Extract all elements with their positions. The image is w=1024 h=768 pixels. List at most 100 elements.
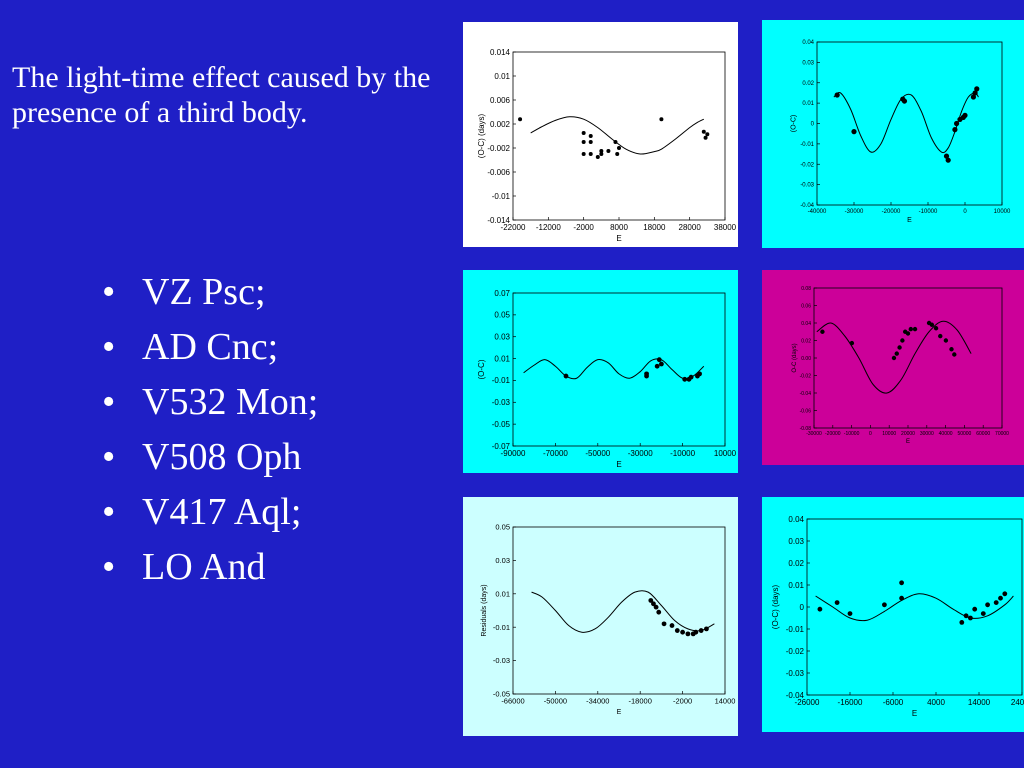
fit-curve — [833, 92, 979, 154]
data-point — [644, 371, 649, 377]
y-tick-label: -0.03 — [786, 669, 805, 678]
data-point — [985, 602, 990, 608]
star-name: V417 Aql; — [142, 491, 302, 533]
y-tick-label: -0.01 — [800, 142, 814, 148]
fit-curve — [523, 358, 705, 380]
x-tick-label: 14000 — [715, 697, 736, 706]
panel-background — [762, 270, 1024, 465]
data-point — [588, 134, 593, 138]
data-point — [588, 140, 593, 144]
data-point — [599, 149, 604, 153]
chart-svg: 0.05 0.03 0.01 -0.01 -0.03 -0.05-66000 -50000 -… — [463, 497, 738, 736]
y-tick-label: 0.08 — [801, 286, 811, 292]
x-tick-label: 10000 — [882, 431, 896, 437]
y-tick-label: -0.02 — [786, 647, 805, 656]
y-tick-label: -0.03 — [493, 656, 510, 665]
list-item: • V417 Aql; — [102, 485, 318, 540]
y-tick-label: -0.07 — [492, 442, 511, 451]
x-tick-label: 38000 — [714, 223, 737, 232]
x-tick-label: 4000 — [927, 698, 945, 707]
y-tick-label: 0.006 — [490, 96, 511, 105]
data-point — [661, 621, 667, 627]
x-axis-label: E — [907, 217, 912, 224]
plot-frame — [512, 292, 726, 447]
star-name: AD Cnc; — [142, 326, 279, 368]
data-point — [704, 626, 709, 632]
data-point — [972, 90, 978, 96]
data-point — [701, 129, 706, 134]
chart-panel-vz-psc: 0.014 0.01 0.006 0.002 -0.002 -0.006 -0.01 -0.0… — [463, 22, 738, 247]
data-point — [963, 613, 969, 619]
y-tick-label: -0.02 — [800, 162, 814, 168]
data-point — [974, 86, 980, 92]
y-tick-label: 0.03 — [494, 333, 510, 342]
x-tick-label: -40000 — [808, 209, 827, 215]
data-point — [615, 152, 620, 156]
x-tick-label: -90000 — [501, 449, 526, 458]
x-axis-label: E — [616, 460, 621, 469]
x-tick-label: -16000 — [838, 698, 863, 707]
y-tick-label: 0 — [800, 603, 805, 612]
data-point — [998, 595, 1003, 601]
bullet-icon: • — [102, 326, 116, 368]
data-point — [518, 117, 523, 122]
data-point — [613, 140, 618, 144]
chart-svg: 0.04 0.03 0.02 0.01 0 -0.01 -0.02 -0.03 -0.04-40… — [762, 20, 1024, 248]
data-point — [851, 129, 857, 135]
x-tick-label: 28000 — [679, 223, 702, 232]
x-tick-label: 24000 — [1011, 698, 1024, 707]
bullet-icon: • — [102, 271, 116, 313]
y-tick-label: -0.04 — [800, 203, 814, 209]
data-point — [588, 152, 593, 156]
data-point — [693, 629, 699, 635]
chart-svg: 0.04 0.03 0.02 0.01 0 -0.01 -0.02 -0.03 -0.04-26… — [762, 497, 1024, 732]
x-tick-label: -66000 — [501, 697, 524, 706]
data-point — [993, 600, 999, 605]
y-tick-label: -0.08 — [800, 426, 812, 432]
data-point — [834, 92, 840, 98]
data-point — [980, 611, 986, 616]
y-tick-label: 0.01 — [495, 589, 510, 598]
bullet-icon: • — [102, 491, 116, 533]
data-point — [959, 620, 965, 625]
data-point — [654, 363, 660, 369]
x-tick-label: 10000 — [714, 449, 737, 458]
data-point — [653, 604, 659, 610]
y-tick-label: -0.03 — [492, 398, 511, 407]
list-item: • LO And — [102, 540, 318, 595]
data-point — [908, 326, 914, 332]
data-point — [970, 94, 977, 100]
x-tick-label: 0 — [869, 431, 872, 437]
x-tick-label: 18000 — [643, 223, 666, 232]
chart-panel-v508-oph: 0.08 0.06 0.04 0.02 0.00 -0.02 -0.04 -0.06 -0.08… — [762, 270, 1024, 465]
y-tick-label: 0.014 — [490, 48, 511, 57]
x-tick-label: -2000 — [573, 223, 594, 232]
data-point — [849, 340, 855, 346]
fit-curve — [816, 320, 972, 394]
y-tick-label: 0.002 — [490, 120, 511, 129]
data-point — [938, 333, 943, 339]
star-list: • VZ Psc; • AD Cnc; • V532 Mon; • V508 Oph •… — [102, 265, 318, 595]
x-tick-label: -2000 — [673, 697, 692, 706]
x-tick-label: -6000 — [883, 698, 904, 707]
data-point — [617, 146, 621, 150]
x-tick-label: 60000 — [976, 431, 990, 437]
data-point — [705, 132, 710, 137]
data-point — [648, 598, 654, 603]
data-point — [847, 611, 853, 616]
y-tick-label: 0.02 — [801, 338, 811, 344]
data-point — [929, 322, 935, 327]
data-point — [563, 373, 569, 379]
y-axis-label: Residuals (days) — [481, 584, 488, 636]
y-axis-label: (O-C) — [790, 115, 797, 133]
y-tick-label: -0.002 — [487, 144, 510, 153]
panel-background — [463, 22, 738, 247]
data-point — [697, 371, 702, 377]
y-tick-label: -0.02 — [800, 373, 812, 379]
data-point — [962, 112, 968, 118]
y-tick-label: 0.01 — [788, 581, 804, 590]
data-point — [897, 345, 902, 350]
data-point — [659, 117, 664, 122]
x-tick-label: -50000 — [585, 449, 610, 458]
data-point — [817, 606, 823, 612]
